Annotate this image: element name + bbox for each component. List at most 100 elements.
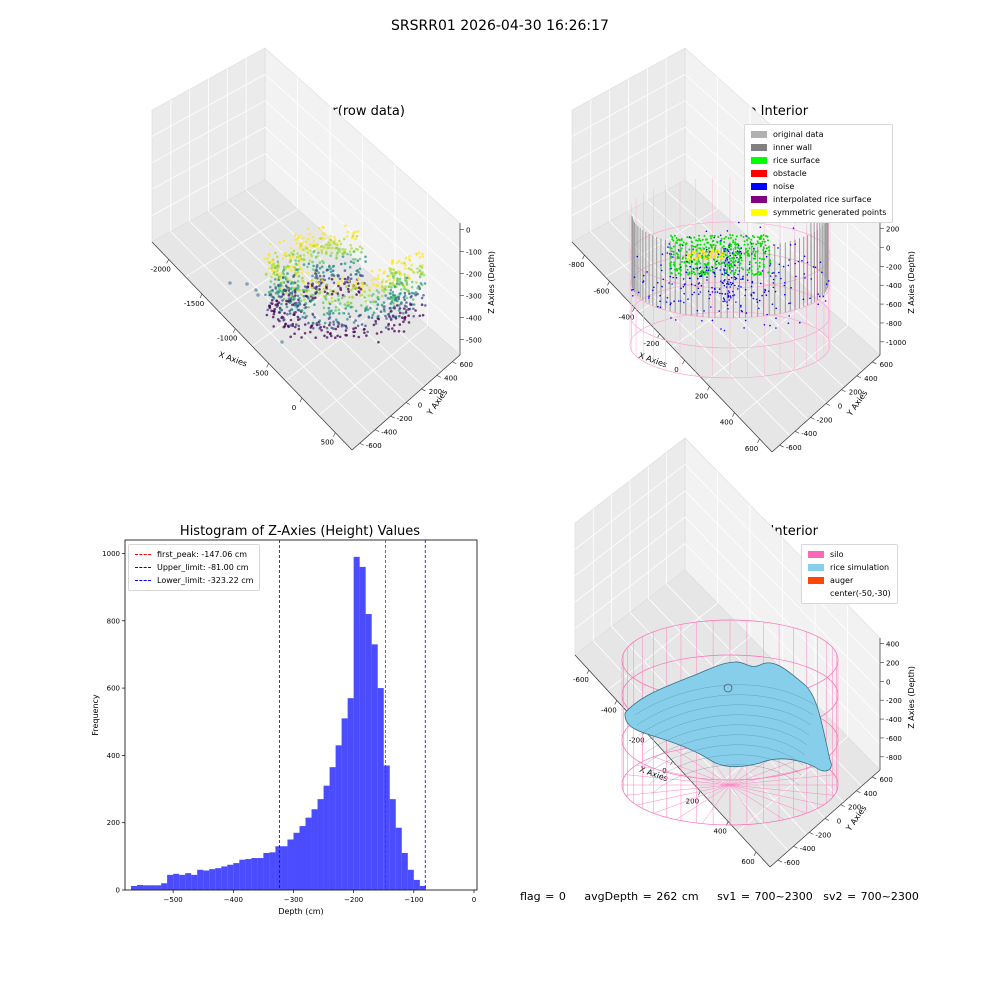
raw-point <box>396 261 399 264</box>
rice-surface-point <box>736 253 739 256</box>
raw-point <box>369 300 372 304</box>
x-tick-label: 400 <box>720 419 733 427</box>
rice-surface-point <box>672 250 675 253</box>
raw-point <box>376 315 379 319</box>
raw-point <box>349 305 353 309</box>
symmetric-point <box>714 254 717 257</box>
raw-point <box>329 254 332 257</box>
symmetric-point <box>696 257 699 260</box>
raw-point <box>402 296 406 299</box>
raw-point <box>305 286 308 289</box>
raw-point <box>409 303 413 307</box>
raw-point <box>337 308 341 312</box>
noise-point <box>713 272 716 275</box>
rice-surface-point <box>709 243 712 246</box>
z-tick-label: -200 <box>886 697 902 705</box>
legend-swatch <box>808 564 824 571</box>
raw-point <box>392 324 396 327</box>
raw-point <box>357 335 360 339</box>
histogram-bar <box>137 884 144 890</box>
rice-surface-point <box>765 247 768 250</box>
histogram-bar <box>323 785 330 890</box>
noise-point <box>719 269 721 271</box>
x-tick-label: -1000 <box>217 335 237 343</box>
raw-point <box>407 314 410 317</box>
rice-surface-point <box>749 241 752 244</box>
raw-point <box>357 291 361 294</box>
noise-point <box>670 302 672 304</box>
silo-floor-spoke <box>636 784 731 806</box>
rice-surface-point <box>734 251 737 254</box>
raw-point <box>349 301 353 305</box>
noise-point <box>740 247 743 249</box>
z-tick-label: 0 <box>466 227 470 235</box>
raw-point <box>289 324 292 327</box>
noise-point <box>778 263 781 266</box>
raw-point <box>289 318 293 322</box>
raw-point <box>316 247 320 251</box>
raw-point <box>314 255 318 259</box>
noise-point <box>726 230 729 232</box>
rice-surface-point <box>767 239 769 242</box>
raw-point <box>305 289 309 292</box>
x-tick-mark <box>299 397 303 403</box>
raw-point <box>348 315 352 318</box>
raw-point <box>280 302 283 306</box>
noise-point <box>765 255 768 258</box>
rice-surface-point <box>768 253 771 256</box>
noise-point <box>706 267 708 269</box>
grid-line <box>590 231 791 437</box>
rice-surface-point <box>699 262 702 265</box>
raw-point <box>267 253 271 257</box>
rice-surface-point <box>752 242 754 245</box>
noise-point <box>774 290 777 293</box>
rice-surface-point <box>769 259 771 262</box>
noise-point <box>799 321 801 324</box>
noise-point <box>727 308 729 310</box>
raw-point <box>338 239 341 243</box>
raw-point <box>308 232 311 236</box>
raw-point <box>312 244 315 248</box>
raw-point <box>271 302 274 305</box>
noise-point <box>759 226 762 229</box>
rice-surface-point <box>748 247 751 250</box>
symmetric-point <box>716 258 719 261</box>
raw-point <box>391 327 394 330</box>
raw-point <box>317 251 320 254</box>
raw-point <box>418 275 422 279</box>
noise-point <box>732 290 734 293</box>
x-axis-label: X Axies <box>637 351 668 370</box>
raw-point <box>347 284 351 287</box>
raw-point <box>264 293 267 297</box>
noise-point <box>667 246 669 248</box>
rice-surface-point <box>755 273 758 276</box>
raw-point <box>286 264 290 268</box>
symmetric-point <box>693 252 696 254</box>
raw-point <box>284 291 288 295</box>
raw-point <box>280 289 284 293</box>
z-axis-label: Z Axies (Depth) <box>907 666 916 729</box>
rice-surface-point <box>728 252 731 255</box>
rice-surface-point <box>765 235 768 238</box>
rice-surface-point <box>736 266 739 269</box>
raw-point <box>313 303 316 306</box>
noise-point <box>736 256 738 259</box>
rice-surface-point <box>740 234 743 237</box>
x-tick-label: -400 <box>619 314 635 322</box>
raw-point <box>281 316 285 320</box>
x-tick-mark <box>166 259 169 264</box>
raw-point <box>275 273 279 276</box>
raw-point <box>328 264 331 268</box>
raw-point <box>326 292 329 295</box>
raw-point <box>374 319 377 323</box>
y-tick-label: 400 <box>864 375 877 383</box>
raw-point <box>347 279 351 283</box>
legend-item: obstacle <box>751 167 886 180</box>
raw-point <box>299 254 303 258</box>
raw-point <box>334 305 338 309</box>
rice-surface-point <box>713 248 716 251</box>
raw-point <box>291 303 294 307</box>
noise-point <box>812 266 815 268</box>
y-tick-mark <box>421 388 426 392</box>
raw-point <box>302 263 306 266</box>
